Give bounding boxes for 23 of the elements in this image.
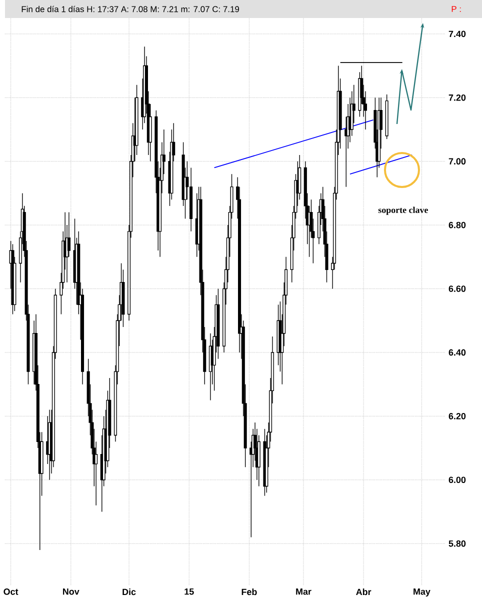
y-tick-label: 6.00 (448, 476, 466, 484)
candlestick (190, 167, 193, 232)
y-tick-label: 7.00 (448, 158, 466, 165)
y-tick-label: 6.80 (448, 222, 466, 228)
annotation: soporte clave (378, 206, 428, 215)
x-tick-label: Feb (242, 588, 257, 596)
x-tick-label: Mar (296, 588, 312, 595)
y-tick-label: 7.40 (448, 30, 466, 38)
x-tick-label: May (414, 588, 430, 597)
y-tick-label: 6.20 (448, 412, 466, 420)
x-tick-label: Dic (122, 588, 136, 596)
y-tick-label: 6.60 (448, 286, 466, 292)
y-tick-label: 7.20 (448, 94, 466, 101)
text: P : (452, 6, 461, 12)
x-tick-label: Nov (63, 588, 80, 595)
candlestick (67, 212, 70, 258)
x-tick-label: Oct (4, 588, 18, 595)
chart-title: Fin de día 1 días H: 17:37 A: 7.08 M: 7.21 m: 7.07 C: 7.19 (22, 6, 240, 12)
candlestick (148, 104, 152, 162)
x-tick-label: Abr (356, 588, 372, 596)
y-tick-label: 5.80 (448, 540, 466, 547)
y-tick-label: 6.40 (448, 349, 466, 356)
x-tick-label: 15 (184, 588, 194, 595)
